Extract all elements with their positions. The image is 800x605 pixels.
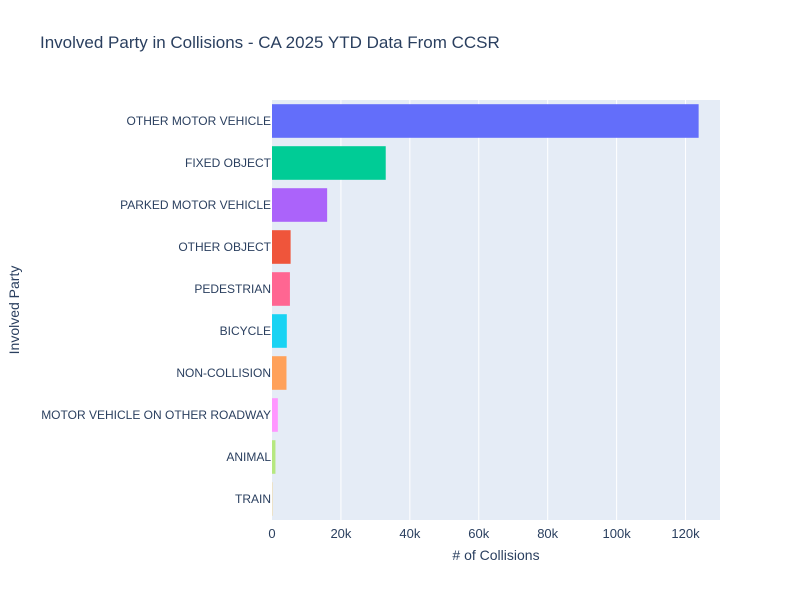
y-axis-title: Involved Party [6,266,22,355]
y-category-label: BICYCLE [220,324,271,338]
x-axis-title: # of Collisions [452,547,539,563]
y-category-label: PARKED MOTOR VEHICLE [120,198,271,212]
bar-animal[interactable] [272,440,275,474]
y-category-label: PEDESTRIAN [194,282,271,296]
y-category-label: TRAIN [235,492,271,506]
bar-pedestrian[interactable] [272,272,290,306]
x-tick-label: 40k [399,526,420,541]
y-category-label: MOTOR VEHICLE ON OTHER ROADWAY [41,408,271,422]
x-tick-label: 60k [468,526,489,541]
bar-non-collision[interactable] [272,356,286,390]
x-tick-label: 20k [330,526,351,541]
y-category-label: OTHER MOTOR VEHICLE [127,114,271,128]
bar-fixed-object[interactable] [272,146,386,180]
y-category-label: NON-COLLISION [176,366,271,380]
y-category-label: ANIMAL [226,450,271,464]
bar-other-object[interactable] [272,230,291,264]
y-category-label: FIXED OBJECT [185,156,272,170]
x-tick-label: 100k [603,526,632,541]
chart-title: Involved Party in Collisions - CA 2025 Y… [40,33,500,53]
bar-parked-motor-vehicle[interactable] [272,188,327,222]
x-tick-label: 80k [537,526,558,541]
y-category-label: OTHER OBJECT [178,240,271,254]
x-tick-label: 0 [268,526,275,541]
bar-motor-vehicle-on-other-roadway[interactable] [272,398,278,432]
bar-bicycle[interactable] [272,314,287,348]
bar-other-motor-vehicle[interactable] [272,104,699,138]
x-tick-label: 120k [671,526,700,541]
